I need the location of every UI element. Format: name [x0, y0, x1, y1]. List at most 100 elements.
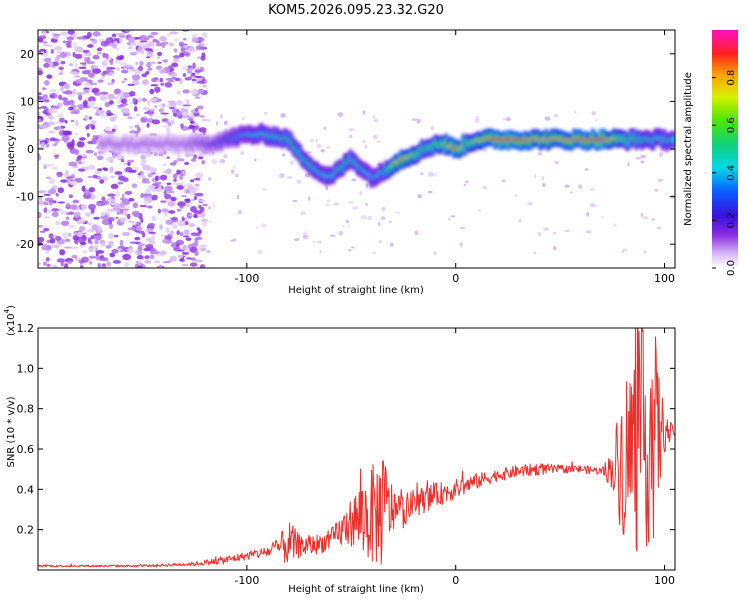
spectrogram-noise-blob [107, 217, 115, 222]
spectrogram-noise-blob [129, 125, 133, 130]
spectrogram-noise-blob [100, 242, 106, 247]
spectrogram-noise-blob [85, 149, 94, 154]
spectrogram-noise-blob [79, 265, 84, 268]
spectrogram-noise-blob [58, 125, 62, 131]
snr-x-axis: -100 0 100 [234, 328, 675, 587]
spectrogram-noise-blob [256, 225, 259, 230]
spectrogram-noise-blob [543, 227, 550, 232]
spectrogram-noise-blob [76, 92, 85, 96]
spectrogram-noise-blob [431, 173, 438, 177]
spectrogram-noise-blob [49, 94, 55, 98]
spectrogram-noise-blob [149, 88, 155, 95]
spectrogram-noise-blob [586, 211, 590, 217]
spectrogram-noise-blob [112, 43, 117, 49]
spectrogram-noise-blob [184, 76, 192, 81]
spectrogram-noise-blob [319, 249, 322, 254]
spectrogram-noise-blob [189, 246, 198, 253]
spectrogram-noise-blob [502, 117, 506, 121]
spectrogram-noise-blob [101, 60, 108, 67]
spectrogram-noise-blob [544, 116, 551, 121]
spectrogram-noise-blob [181, 263, 189, 267]
spectrogram-noise-blob [154, 86, 161, 93]
spectrogram-noise-blob [42, 41, 48, 44]
spectrogram-noise-blob [192, 128, 196, 134]
spectrogram-noise-blob [594, 119, 598, 122]
spectrogram-noise-blob [81, 203, 87, 211]
spectrogram-noise-blob [70, 246, 79, 249]
spectrogram-noise-blob [38, 118, 42, 122]
spectrogram-noise-blob [78, 218, 86, 224]
spectrogram-noise-blob [78, 66, 87, 70]
spectrogram-noise-blob [128, 220, 134, 223]
spectrogram-noise-blob [591, 111, 596, 116]
spectrogram-noise-blob [146, 35, 154, 39]
spectrogram-noise-blob [184, 198, 191, 204]
spectrogram-noise-blob [106, 198, 115, 201]
spectrogram-noise-blob [86, 229, 96, 233]
spectrogram-noise-blob [621, 250, 625, 254]
spectrogram-noise-blob [176, 220, 184, 224]
spectrogram-noise-blob [388, 220, 393, 224]
spectrogram-noise-blob [160, 112, 169, 115]
spectrogram-noise-blob [58, 117, 65, 123]
spectrogram-noise-blob [150, 97, 158, 102]
spectrogram-noise-blob [107, 112, 114, 116]
spectrogram-noise-blob [180, 195, 188, 198]
spectrogram-noise-blob [100, 211, 106, 217]
spectrogram-noise-blob [193, 196, 198, 200]
spectrogram-noise-blob [658, 152, 664, 157]
spectrogram-noise-blob [110, 202, 117, 206]
spectrogram-noise-blob [49, 188, 56, 195]
spectrogram-noise-blob [80, 38, 87, 41]
spectrogram-noise-blob [194, 68, 202, 73]
spectrogram-noise-blob [105, 53, 109, 59]
spectrogram-noise-blob [373, 134, 378, 140]
spectrogram-noise-blob [193, 75, 202, 78]
spectrogram-noise-blob [38, 92, 42, 96]
spectrogram-noise-blob [107, 208, 113, 212]
spectrogram-noise-blob [91, 65, 97, 69]
spectrogram-noise-blob [182, 184, 190, 188]
spectrogram-noise-blob [211, 159, 218, 165]
spectrogram-noise-blob [89, 38, 95, 41]
spectrogram-noise-blob [72, 88, 77, 95]
spectrogram-noise-blob [541, 175, 545, 181]
spectrogram-noise-blob [125, 64, 133, 68]
spectrogram-noise-blob [240, 151, 245, 156]
spectrogram-noise-blob [166, 33, 172, 37]
spectrogram-noise-blob [111, 33, 117, 38]
spectrogram-noise-blob [591, 204, 598, 207]
spectrogram-noise-blob [154, 181, 162, 185]
spectrogram-noise-blob [132, 202, 138, 209]
spectrogram-noise-blob [147, 184, 156, 190]
spectrogram-noise-blob [180, 123, 184, 129]
spectrogram-noise-blob [64, 263, 69, 268]
spectrogram-noise-blob [111, 79, 115, 84]
spectrogram-noise-blob [176, 185, 184, 190]
spectrogram-x-tick-label: -100 [234, 272, 259, 285]
spectrogram-noise-blob [378, 221, 381, 227]
spectrogram-noise-blob [147, 67, 153, 71]
spectrogram-noise-blob [88, 116, 93, 120]
spectrogram-noise-blob [51, 211, 59, 218]
spectrogram-noise-blob [49, 237, 56, 244]
spectrogram-noise-blob [60, 86, 65, 92]
spectrogram-noise-blob [38, 106, 43, 110]
spectrogram-noise-blob [173, 178, 177, 182]
spectrogram-noise-blob [108, 100, 114, 105]
spectrogram-noise-blob [263, 111, 268, 115]
spectrogram-noise-blob [48, 116, 55, 120]
spectrogram-noise-blob [112, 154, 117, 158]
spectrogram-noise-blob [102, 52, 107, 59]
spectrogram-noise-blob [308, 196, 311, 201]
spectrogram-noise-blob [149, 254, 155, 260]
spectrogram-noise-blob [43, 193, 51, 196]
spectrogram-noise-blob [64, 238, 71, 242]
spectrogram-noise-blob [81, 250, 88, 254]
spectrogram-noise-blob [338, 230, 344, 236]
spectrogram-noise-blob [173, 222, 177, 228]
spectrogram-noise-blob [86, 61, 95, 65]
spectrogram-noise-blob [135, 113, 141, 117]
